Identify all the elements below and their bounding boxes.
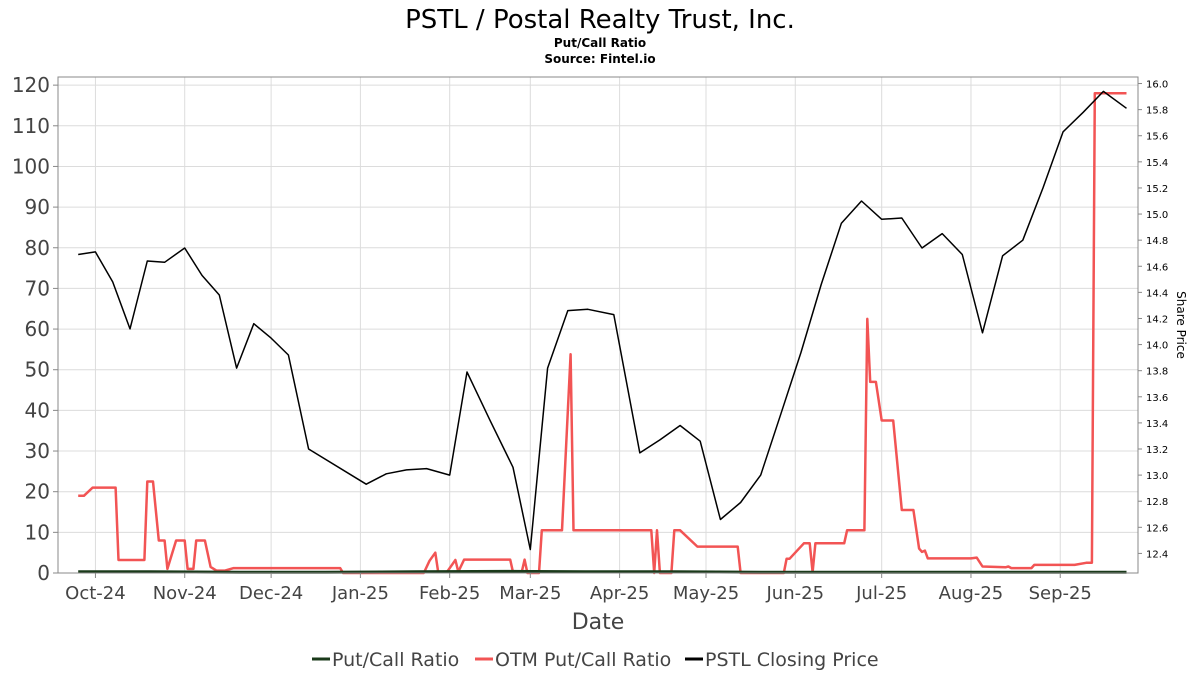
left-tick-label: 20 — [25, 480, 50, 504]
series-line-pstl-closing-price — [78, 90, 1127, 551]
legend-label: PSTL Closing Price — [705, 649, 879, 671]
left-tick-label: 50 — [25, 358, 50, 382]
right-tick-label: 14.8 — [1146, 236, 1168, 247]
x-tick-label: Dec-24 — [239, 583, 303, 604]
x-tick-label: Jun-25 — [766, 583, 825, 604]
right-tick-label: 15.4 — [1146, 158, 1168, 169]
right-tick-label: 15.2 — [1146, 184, 1168, 195]
plot-frame — [57, 76, 1139, 574]
left-tick-label: 90 — [25, 195, 50, 219]
right-tick-label: 15.0 — [1146, 210, 1168, 221]
right-tick-label: 13.2 — [1146, 445, 1168, 456]
right-tick-label: 14.4 — [1146, 288, 1168, 299]
chart-subtitle: Put/Call Ratio — [554, 36, 646, 50]
right-tick-label: 12.8 — [1146, 497, 1168, 508]
legend-label: Put/Call Ratio — [332, 649, 459, 671]
x-axis: Oct-24 Nov-24 Dec-24 Jan-25 Feb-25 Mar-25 Apr-… — [65, 573, 1092, 604]
left-tick-label: 100 — [12, 154, 50, 178]
x-tick-label: Aug-25 — [939, 583, 1004, 604]
right-tick-label: 13.0 — [1146, 471, 1168, 482]
series-layer — [78, 90, 1127, 575]
right-tick-label: 14.2 — [1146, 314, 1168, 325]
left-tick-label: 30 — [25, 439, 50, 463]
right-tick-label: 13.6 — [1146, 393, 1168, 404]
left-tick-label: 40 — [25, 398, 50, 422]
left-tick-label: 0 — [37, 561, 50, 585]
left-tick-label: 70 — [25, 276, 50, 300]
x-tick-label: Nov-24 — [153, 583, 217, 604]
chart-title: PSTL / Postal Realty Trust, Inc. — [405, 5, 795, 35]
x-tick-label: May-25 — [673, 583, 739, 604]
x-tick-label: Oct-24 — [65, 583, 126, 604]
legend-label: OTM Put/Call Ratio — [495, 649, 671, 671]
x-tick-label: Jul-25 — [855, 583, 907, 604]
left-tick-label: 60 — [25, 317, 50, 341]
left-tick-label: 80 — [25, 236, 50, 260]
right-axis-label: Share Price — [1174, 291, 1188, 359]
series-line-put-call-ratio — [78, 569, 1127, 574]
right-tick-label: 15.6 — [1146, 132, 1168, 143]
right-tick-label: 14.0 — [1146, 341, 1168, 352]
series-line-otm-put-call-ratio — [78, 92, 1127, 575]
right-tick-label: 13.8 — [1146, 367, 1168, 378]
x-tick-label: Feb-25 — [419, 583, 480, 604]
grid-layer — [58, 77, 1138, 574]
left-tick-label: 120 — [12, 73, 50, 97]
right-tick-label: 16.0 — [1146, 80, 1168, 91]
right-tick-label: 12.6 — [1146, 523, 1168, 534]
x-tick-label: Jan-25 — [331, 583, 389, 604]
right-axis: 12.4 12.6 12.8 13.0 13.2 13.4 13.6 13.8 14.0 14.2… — [1138, 80, 1168, 560]
left-tick-label: 110 — [12, 114, 50, 138]
x-tick-label: Apr-25 — [590, 583, 649, 604]
right-tick-label: 13.4 — [1146, 419, 1168, 430]
x-tick-label: Mar-25 — [499, 583, 561, 604]
right-tick-label: 15.8 — [1146, 106, 1168, 117]
x-axis-label: Date — [572, 610, 625, 635]
x-tick-label: Sep-25 — [1029, 583, 1092, 604]
legend: Put/Call Ratio OTM Put/Call Ratio PSTL Clo… — [312, 649, 879, 671]
chart-source: Source: Fintel.io — [544, 52, 655, 66]
left-axis: 0 10 20 30 40 50 60 70 80 90 100 110 120 — [12, 73, 58, 585]
left-tick-label: 10 — [25, 520, 50, 544]
right-tick-label: 12.4 — [1146, 549, 1168, 560]
right-tick-label: 14.6 — [1146, 262, 1168, 273]
